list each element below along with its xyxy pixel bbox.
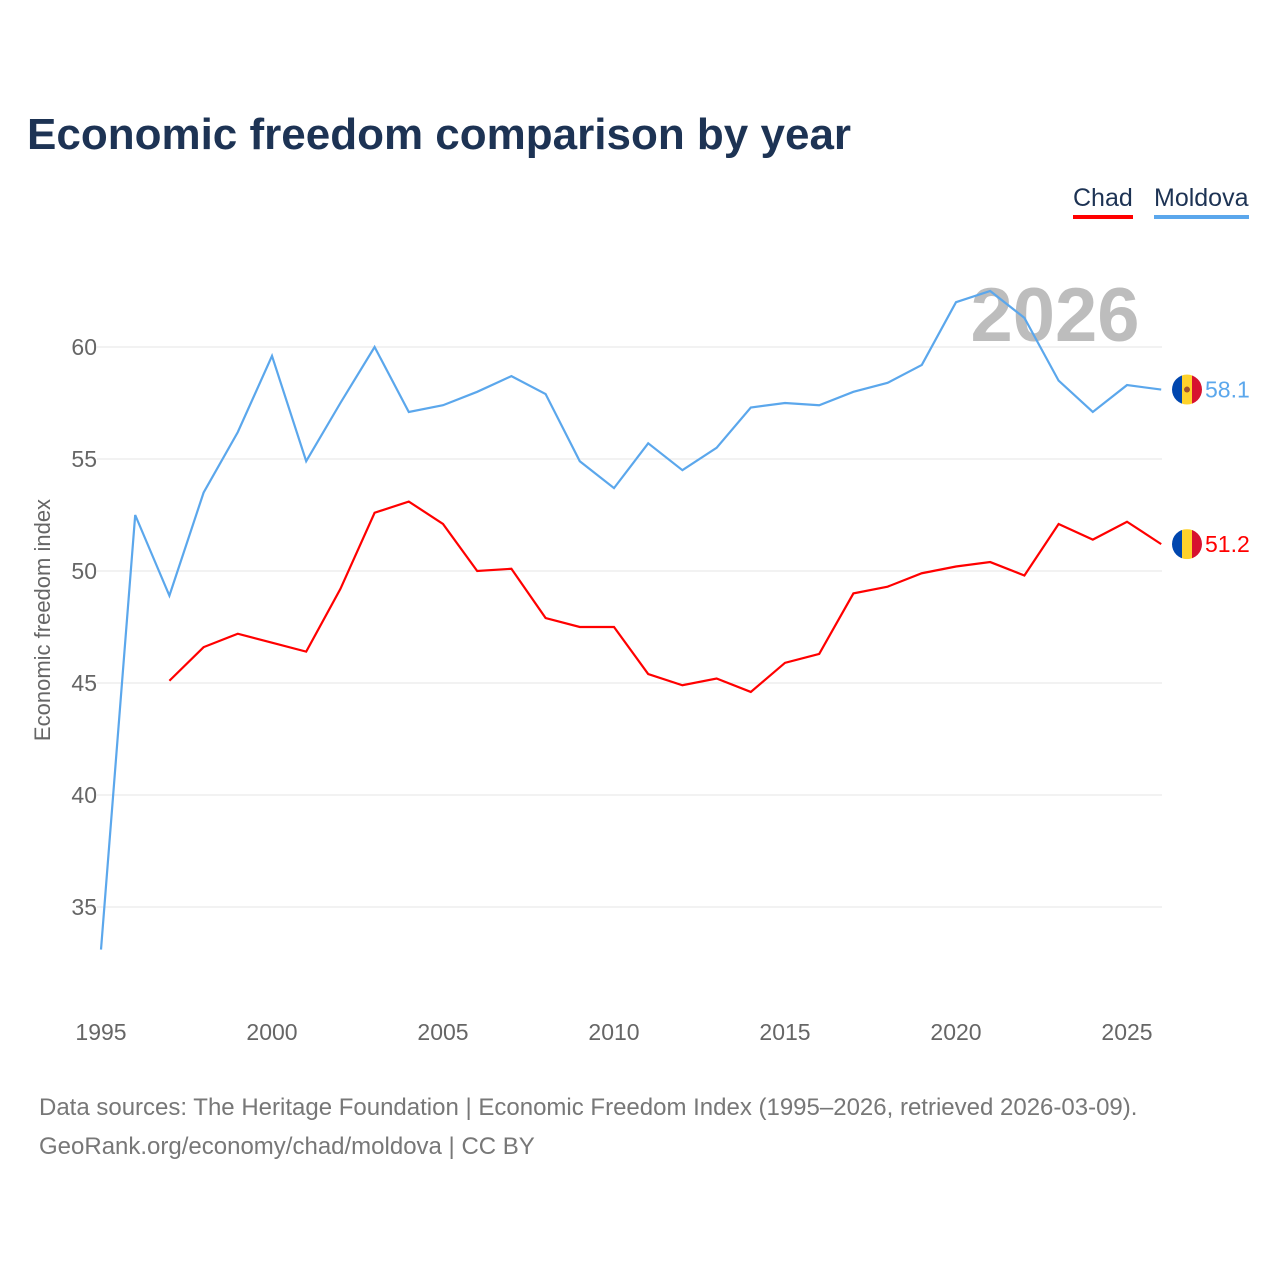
y-tick-label: 45 (71, 670, 97, 696)
series-line-moldova (99, 289, 1162, 950)
data-source-note: Data sources: The Heritage Foundation | … (39, 1094, 1138, 1121)
x-tick-label: 2005 (417, 1019, 468, 1045)
end-value-label: 51.2 (1205, 531, 1250, 557)
x-tick-label: 2020 (930, 1019, 981, 1045)
legend-chad[interactable]: Chad (1073, 184, 1133, 219)
flag-icon-chad (1172, 529, 1202, 560)
flag-stripe (1172, 374, 1182, 405)
source-url: GeoRank.org/economy/chad/moldova | CC BY (39, 1133, 535, 1160)
flag-stripe (1172, 529, 1182, 560)
flag-stripe (1192, 529, 1202, 560)
y-tick-label: 50 (71, 558, 97, 584)
x-tick-label: 2000 (246, 1019, 297, 1045)
chart-title: Economic freedom comparison by year (27, 110, 852, 159)
footer: Data sources: The Heritage Foundation | … (39, 1088, 1137, 1166)
flag-icon-moldova (1172, 374, 1202, 405)
series-line-chad (168, 500, 1162, 694)
y-tick-label: 55 (71, 446, 97, 472)
flag-stripe (1182, 529, 1192, 560)
x-tick-label: 2015 (759, 1019, 810, 1045)
y-tick-label: 35 (71, 894, 97, 920)
x-tick-label: 2010 (588, 1019, 639, 1045)
legend-moldova[interactable]: Moldova (1154, 184, 1249, 219)
flag-stripe (1192, 374, 1202, 405)
x-tick-label: 1995 (75, 1019, 126, 1045)
y-tick-label: 60 (71, 334, 97, 360)
end-value-label: 58.1 (1205, 377, 1250, 403)
x-tick-label: 2025 (1101, 1019, 1152, 1045)
year-watermark: 2026 (970, 273, 1139, 358)
y-tick-label: 40 (71, 782, 97, 808)
y-axis-label: Economic freedom index (30, 499, 55, 741)
flag-emblem (1184, 386, 1190, 393)
